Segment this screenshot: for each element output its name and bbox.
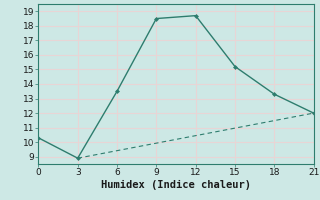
X-axis label: Humidex (Indice chaleur): Humidex (Indice chaleur) xyxy=(101,180,251,190)
